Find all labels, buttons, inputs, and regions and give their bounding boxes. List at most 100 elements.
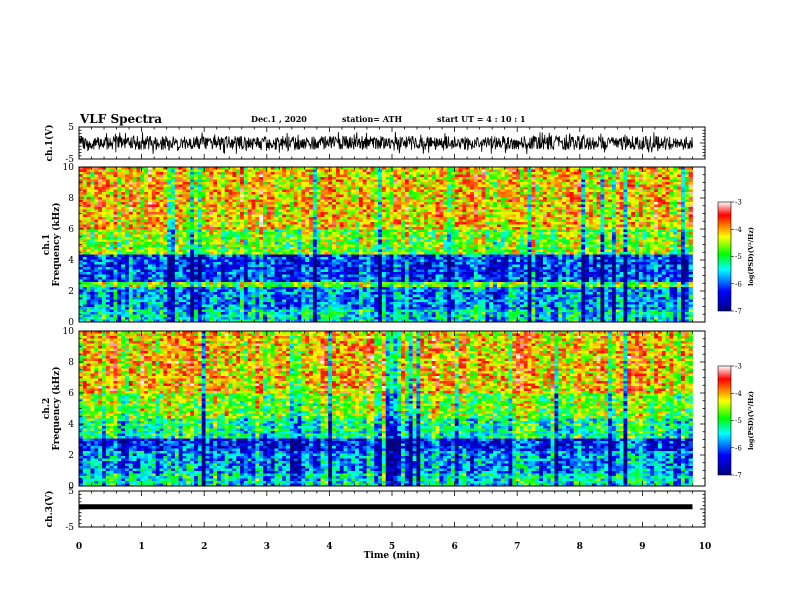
spectrogram-cell: [619, 199, 624, 203]
spectrogram-cell: [186, 179, 191, 183]
spectrogram-cell: [627, 229, 632, 233]
spectrogram-cell: [155, 179, 160, 183]
spectrogram-cell: [171, 194, 176, 198]
spectrogram-cell: [673, 239, 678, 243]
spectrogram-cell: [186, 182, 191, 185]
spectrogram-cell: [320, 189, 325, 193]
spectrogram-cell: [297, 199, 302, 203]
spectrogram-cell: [592, 179, 598, 183]
spectrogram-cell: [102, 239, 107, 243]
spectrogram-cell: [462, 179, 467, 183]
spectrogram-cell: [113, 214, 118, 218]
spectrogram-cell: [565, 234, 571, 238]
spectrogram-cell: [642, 202, 647, 205]
spectrogram-cell: [305, 192, 310, 195]
spectrogram-cell: [186, 244, 191, 248]
spectrogram-cell: [654, 214, 659, 218]
spectrogram-cell: [109, 209, 114, 213]
spectrogram-cell: [240, 192, 245, 195]
spectrogram-cell: [500, 194, 505, 198]
spectrogram-cell: [485, 174, 490, 178]
spectrogram-cell: [447, 222, 452, 225]
spectrogram-cell: [542, 187, 548, 190]
spectrogram-cell: [573, 217, 578, 220]
spectrogram-cell: [178, 194, 183, 198]
spectrogram-cell: [332, 192, 337, 195]
spectrogram-cell: [673, 234, 678, 238]
spectrogram-cell: [401, 199, 406, 203]
spectrogram-cell: [493, 187, 498, 190]
spectrogram-cell: [240, 172, 245, 175]
spectrogram-cell: [136, 187, 141, 190]
spectrogram-cell: [328, 177, 333, 180]
spectrogram-cell: [255, 222, 260, 225]
spectrogram-cell: [611, 237, 617, 240]
spectrogram-cell: [539, 202, 544, 205]
spectrogram-cell: [240, 174, 245, 178]
spectrogram-cell: [228, 217, 233, 220]
spectrogram-cell: [121, 239, 126, 243]
spectrogram-cell: [140, 172, 145, 175]
spectrogram-cell: [105, 192, 111, 195]
spectrogram-cell: [178, 237, 183, 240]
spectrogram-cell: [355, 197, 360, 200]
spectrogram-cell: [504, 177, 509, 180]
spectrogram-cell: [182, 182, 187, 185]
spectrogram-cell: [266, 234, 272, 238]
spectrogram-cell: [86, 199, 91, 203]
spectrogram-cell: [125, 184, 130, 188]
spectrogram-cell: [339, 177, 344, 180]
spectrogram-cell: [393, 199, 398, 203]
spectrogram-cell: [408, 197, 413, 200]
spectrogram-cell: [94, 222, 99, 225]
spectrogram-cell: [236, 177, 241, 180]
spectrogram-cell: [82, 229, 88, 233]
spectrogram-cell: [213, 219, 218, 223]
spectrogram-cell: [240, 182, 245, 185]
spectrogram-cell: [362, 179, 367, 183]
spectrogram-cell: [504, 194, 509, 198]
spectrogram-cell: [82, 217, 88, 220]
spectrogram-cell: [527, 179, 532, 183]
spectrogram-cell: [611, 224, 617, 228]
spectrogram-cell: [339, 179, 344, 183]
spectrogram-cell: [619, 177, 624, 180]
spectrogram-cell: [466, 214, 471, 218]
spectrogram-cell: [408, 242, 413, 245]
spectrogram-cell: [220, 214, 226, 218]
spectrogram-cell: [558, 197, 563, 200]
spectrogram-cell: [565, 192, 571, 195]
spectrogram-cell: [366, 219, 371, 223]
spectrogram-cell: [573, 177, 578, 180]
spectrogram-cell: [496, 197, 502, 200]
spectrogram-cell: [136, 177, 141, 180]
spectrogram-cell: [117, 187, 122, 190]
spectrogram-cell: [274, 207, 279, 210]
spectrogram-cell: [638, 182, 644, 185]
spectrogram-cell: [232, 199, 237, 203]
spectrogram-cell: [286, 237, 291, 240]
spectrogram-cell: [627, 167, 632, 170]
spectrogram-cell: [109, 244, 114, 248]
spectrogram-cell: [611, 202, 617, 205]
spectrogram-cell: [324, 239, 329, 243]
spectrogram-cell: [519, 224, 525, 228]
spectrogram-cell: [512, 237, 517, 240]
spectrogram-cell: [82, 182, 88, 185]
spectrogram-cell: [105, 189, 111, 193]
spectrogram-cell: [182, 217, 187, 220]
spectrogram-cell: [608, 179, 613, 183]
spectrogram-cell: [447, 169, 452, 173]
spectrogram-cell: [424, 207, 429, 210]
spectrogram-cell: [519, 192, 525, 195]
spectrogram-cell: [646, 167, 651, 170]
spectrogram-cell: [677, 209, 682, 213]
spectrogram-cell: [416, 167, 421, 170]
spectrogram-cell: [435, 234, 440, 238]
spectrogram-cell: [485, 179, 490, 183]
spectrogram-cell: [535, 212, 540, 215]
spectrogram-cell: [255, 179, 260, 183]
spectrogram-cell: [673, 217, 678, 220]
spectrogram-cell: [174, 242, 180, 245]
spectrogram-cell: [680, 204, 686, 208]
